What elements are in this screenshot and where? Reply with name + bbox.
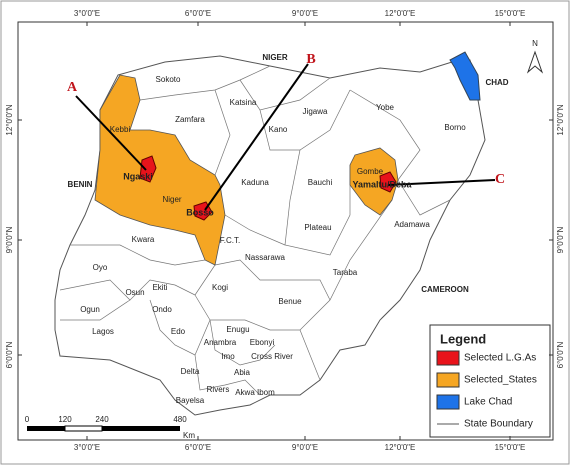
lga-label: Bosso [186, 207, 214, 217]
selected-state-kebbi-niger [94, 74, 226, 266]
state-label: Katsina [230, 98, 257, 107]
state-label: Taraba [333, 268, 358, 277]
lake-chad [449, 51, 481, 101]
longitude-label: 12°0'0"E [385, 443, 416, 452]
state-label: Kogi [212, 283, 228, 292]
state-label: Kebbi [110, 125, 131, 134]
longitude-label: 6°0'0"E [185, 443, 211, 452]
state-label: Zamfara [175, 115, 205, 124]
state-label: Benue [278, 297, 302, 306]
longitude-label: 15°0'0"E [495, 9, 526, 18]
arrow-b [204, 63, 309, 211]
marker-label: C [495, 172, 505, 187]
scale-segment [102, 426, 180, 431]
state-label: Edo [171, 327, 186, 336]
latitude-label: 6°0'0"N [556, 341, 565, 368]
lga-label: Yamaltu/Deba [352, 179, 412, 189]
latitude-label: 9°0'0"N [556, 226, 565, 253]
latitude-label: 12°0'0"N [556, 104, 565, 135]
scale-segment [64, 425, 103, 432]
north-label: N [532, 39, 538, 48]
marker-label: A [67, 80, 78, 95]
latitude-label: 12°0'0"N [5, 104, 14, 135]
lga-label: Ngaski [123, 171, 153, 181]
arrow-a [75, 95, 147, 171]
state-label: Oyo [93, 263, 108, 272]
state-label: Anambra [204, 338, 237, 347]
lga-ngaski [139, 155, 157, 183]
state-label: Ebonyi [250, 338, 275, 347]
country-label: CAMEROON [421, 285, 469, 294]
country-label: NIGER [262, 53, 288, 62]
lga-yamaltu-deba [379, 171, 397, 193]
state-label: Rivers [207, 385, 230, 394]
longitude-label: 12°0'0"E [385, 9, 416, 18]
arrow-c [387, 179, 496, 186]
state-label: Ekiti [152, 283, 167, 292]
arrows [75, 63, 496, 211]
state-label: Akwa Ibom [235, 388, 275, 397]
state-label: Imo [221, 352, 235, 361]
state-label: Lagos [92, 327, 114, 336]
legend-label: Lake Chad [464, 397, 512, 408]
state-label: Borno [444, 123, 466, 132]
state-label: Kaduna [241, 178, 269, 187]
selected-state-gombe [349, 147, 399, 216]
scale-label: 0 [25, 415, 30, 424]
state-label: Bauchi [308, 178, 333, 187]
longitude-label: 9°0'0"E [292, 9, 318, 18]
state-label: Ondo [152, 305, 172, 314]
state-label: Plateau [304, 223, 331, 232]
state-label: Gombe [357, 167, 384, 176]
state-label: Adamawa [394, 220, 430, 229]
legend-swatch [436, 394, 460, 410]
state-label: Kano [269, 125, 288, 134]
north-arrow: N [526, 39, 544, 74]
state-label: Nassarawa [245, 253, 286, 262]
legend-label: Selected L.G.As [464, 353, 536, 364]
marker-label: B [306, 52, 315, 67]
scale-unit: Km [183, 431, 195, 440]
longitude-label: 3°0'0"E [74, 9, 100, 18]
country-label: BENIN [68, 180, 93, 189]
legend-label: Selected_States [464, 375, 537, 386]
scale-segment [27, 426, 65, 431]
state-label: Yobe [376, 103, 395, 112]
longitude-label: 9°0'0"E [292, 443, 318, 452]
state-label: Kwara [132, 235, 155, 244]
legend-title: Legend [440, 331, 486, 346]
legend-label: State Boundary [464, 419, 533, 430]
state-label: F.C.T. [220, 236, 240, 245]
state-label: Bayelsa [176, 396, 205, 405]
state-label: Osun [125, 288, 144, 297]
latitude-label: 6°0'0"N [5, 341, 14, 368]
scale-label: 120 [58, 415, 72, 424]
legend-swatch [436, 350, 460, 366]
longitude-label: 3°0'0"E [74, 443, 100, 452]
north-arrow-shape [526, 50, 544, 74]
state-label: Delta [181, 367, 200, 376]
longitude-label: 6°0'0"E [185, 9, 211, 18]
longitude-label: 15°0'0"E [495, 443, 526, 452]
state-label: Sokoto [156, 75, 181, 84]
scale-label: 240 [95, 415, 109, 424]
country-label: CHAD [485, 78, 508, 87]
state-label: Jigawa [303, 107, 328, 116]
state-label: Cross River [251, 352, 293, 361]
state-label: Enugu [226, 325, 249, 334]
state-label: Ogun [80, 305, 100, 314]
scale-label: 480 [173, 415, 187, 424]
scale-bar [27, 425, 180, 432]
state-label: Niger [162, 195, 181, 204]
state-label: Abia [234, 368, 251, 377]
legend-swatch [436, 372, 460, 388]
latitude-label: 9°0'0"N [5, 226, 14, 253]
